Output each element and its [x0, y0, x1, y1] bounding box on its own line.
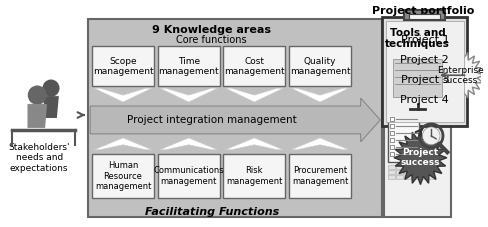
Bar [387, 175, 394, 179]
Bar [411, 175, 418, 179]
Polygon shape [94, 88, 152, 102]
Bar [387, 114, 419, 162]
Bar [403, 170, 410, 174]
Text: Enterprise
success: Enterprise success [436, 66, 483, 85]
Text: Time
management: Time management [158, 57, 219, 76]
Bar [427, 165, 433, 169]
Bar [158, 154, 219, 198]
Polygon shape [290, 88, 348, 102]
Bar [408, 14, 439, 19]
Bar [386, 21, 463, 122]
Bar [92, 46, 154, 86]
Bar [411, 165, 418, 169]
Bar [389, 124, 393, 128]
Text: Risk
management: Risk management [225, 166, 282, 186]
Circle shape [28, 86, 46, 104]
Polygon shape [393, 131, 446, 185]
Bar [158, 46, 219, 86]
Text: 9 Knowledge areas: 9 Knowledge areas [152, 25, 271, 35]
Polygon shape [94, 138, 152, 150]
Text: Project
success: Project success [400, 148, 439, 168]
Text: Scope
management: Scope management [93, 57, 153, 76]
Text: Communications
management: Communications management [153, 166, 224, 186]
Bar [92, 154, 154, 198]
Bar [419, 175, 426, 179]
Bar [387, 165, 394, 169]
Bar [288, 46, 350, 86]
Bar [389, 152, 393, 156]
Text: Tools and
techniques: Tools and techniques [384, 28, 449, 49]
Bar [395, 165, 402, 169]
Polygon shape [43, 96, 59, 118]
Bar [395, 175, 402, 179]
Bar [382, 17, 467, 126]
Text: Quality
management: Quality management [289, 57, 349, 76]
Bar [387, 170, 394, 174]
Bar [223, 154, 285, 198]
Bar [419, 165, 426, 169]
Circle shape [422, 127, 439, 145]
Text: Procurement
management: Procurement management [291, 166, 347, 186]
Text: Facilitating Functions: Facilitating Functions [144, 207, 278, 217]
Polygon shape [27, 104, 47, 128]
Bar [389, 56, 444, 104]
Polygon shape [436, 51, 483, 99]
Bar [389, 138, 393, 142]
Bar [427, 170, 433, 174]
Text: Project 2: Project 2 [400, 55, 448, 65]
Bar [427, 175, 433, 179]
Bar [384, 19, 450, 217]
Text: Project 1: Project 1 [400, 35, 448, 45]
Polygon shape [225, 138, 283, 150]
Bar [389, 117, 393, 121]
Polygon shape [225, 88, 283, 102]
Bar [223, 46, 285, 86]
Polygon shape [160, 88, 217, 102]
Bar [392, 59, 441, 97]
Bar [403, 10, 444, 20]
Text: Project 4: Project 4 [400, 95, 448, 105]
Bar [88, 19, 382, 217]
Bar [419, 170, 426, 174]
Text: Stakeholders'
needs and
expectations: Stakeholders' needs and expectations [8, 143, 70, 173]
Polygon shape [90, 98, 380, 142]
Text: Core functions: Core functions [176, 35, 246, 45]
Text: Cost
management: Cost management [224, 57, 284, 76]
Bar [403, 175, 410, 179]
Bar [389, 131, 393, 135]
Text: Project integration management: Project integration management [126, 115, 296, 125]
Polygon shape [290, 138, 348, 150]
Circle shape [43, 80, 59, 96]
Bar [288, 154, 350, 198]
Text: Project 3: Project 3 [400, 75, 448, 85]
Bar [403, 165, 410, 169]
Text: Project portfolio: Project portfolio [371, 6, 473, 16]
Bar [395, 170, 402, 174]
Bar [411, 170, 418, 174]
Text: Human
Resource
management: Human Resource management [95, 161, 151, 191]
Polygon shape [160, 138, 217, 150]
Bar [389, 145, 393, 149]
